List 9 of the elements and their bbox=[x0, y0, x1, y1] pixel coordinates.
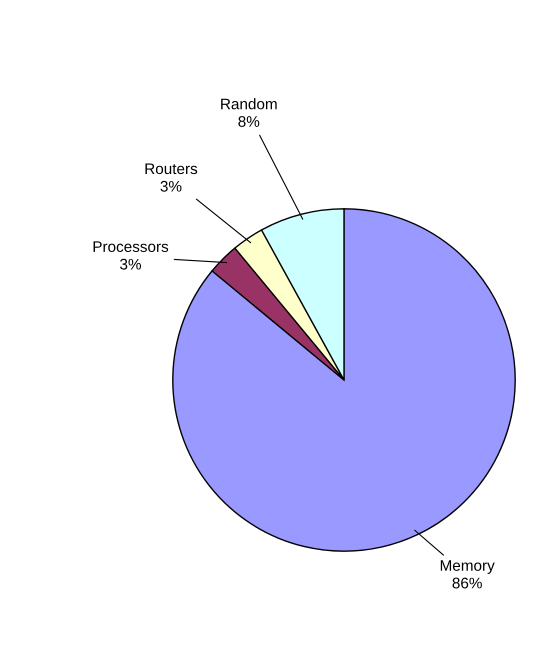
data-label: 86% bbox=[452, 578, 482, 588]
slice-label: Processors bbox=[94, 241, 168, 252]
pie-slice bbox=[172, 208, 516, 552]
slice-label: Memory bbox=[440, 560, 495, 574]
data-label: 3% bbox=[160, 180, 182, 192]
data-label: 8% bbox=[238, 116, 260, 127]
data-label: 3% bbox=[120, 258, 141, 270]
slice-label: Random bbox=[221, 98, 277, 110]
slice-label: Routers bbox=[145, 163, 198, 174]
